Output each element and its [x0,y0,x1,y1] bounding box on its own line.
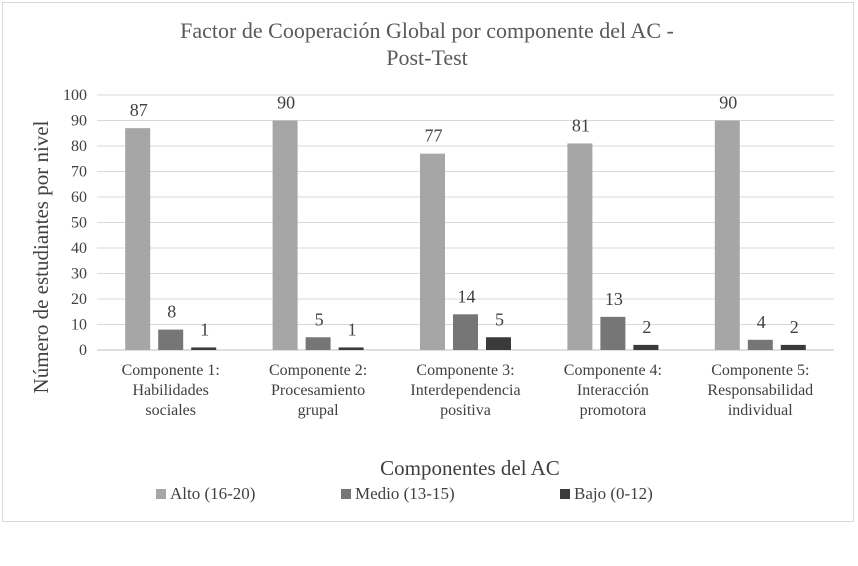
data-label: 90 [277,93,295,113]
data-label: 90 [719,93,737,113]
data-label: 5 [315,309,324,329]
legend: Alto (16-20) Medio (13-15) Bajo (0-12) [156,484,653,503]
data-label: 8 [167,302,176,322]
bar [191,347,217,350]
legend-label: Medio (13-15) [355,484,455,503]
y-tick-label: 40 [71,240,87,257]
bar [272,120,298,350]
category-label: Componente 3: Interdependencia positiva [410,362,520,419]
bar [453,314,478,350]
y-axis-title: Número de estudiantes por nivel [29,120,53,393]
category-label: Componente 2: Procesamiento grupal [269,362,367,419]
category-label: Componente 5: Responsabilidad individual [707,362,813,419]
y-tick-label: 30 [71,266,87,283]
data-label: 77 [425,126,443,146]
category-labels: Componente 1: Habilidades sociales Componen… [122,362,814,419]
y-tick-label: 80 [71,138,87,155]
bar [420,153,445,350]
data-label: 5 [495,309,504,329]
data-label: 81 [572,115,590,135]
bar [158,329,184,350]
x-axis-title: Componentes del AC [380,456,560,480]
data-label: 13 [605,289,623,309]
y-tick-label: 0 [79,342,87,359]
data-label: 1 [200,319,209,339]
data-label: 14 [458,286,476,306]
y-tick-label: 60 [71,189,87,206]
category-label: Componente 4: Interacción promotora [564,362,662,419]
y-tick-label: 50 [71,215,87,232]
bar [714,120,740,350]
bar [747,339,773,350]
y-tick-label: 100 [63,87,87,104]
y-tick-label: 10 [71,317,87,334]
bar [780,344,806,350]
chart-title-line2: Post-Test [386,45,468,70]
data-labels: 87 90 77 81 90 8 5 14 13 4 1 1 5 2 2 [130,93,799,340]
legend-label: Alto (16-20) [170,484,255,503]
bar [338,347,364,350]
category-label: Componente 1: Habilidades sociales [122,362,220,419]
legend-label: Bajo (0-12) [574,484,653,503]
bar [567,143,593,350]
bar [600,316,626,350]
y-tick-label: 90 [71,113,87,130]
y-tick-labels: 0 10 20 30 40 50 60 70 80 90 100 [63,87,87,359]
bar [305,337,331,350]
bar [486,337,511,350]
bar [125,128,151,350]
bars [125,120,806,350]
data-label: 1 [348,319,357,339]
gridlines [97,94,834,351]
data-label: 4 [757,312,766,332]
legend-swatch [341,489,351,499]
y-tick-label: 70 [71,164,87,181]
chart-title-line1: Factor de Cooperación Global por compone… [180,18,674,43]
data-label: 2 [642,317,651,337]
y-tick-label: 20 [71,291,87,308]
legend-swatch [156,489,166,499]
legend-swatch [560,489,570,499]
data-label: 2 [790,317,799,337]
data-label: 87 [130,100,148,120]
bar [633,344,659,350]
